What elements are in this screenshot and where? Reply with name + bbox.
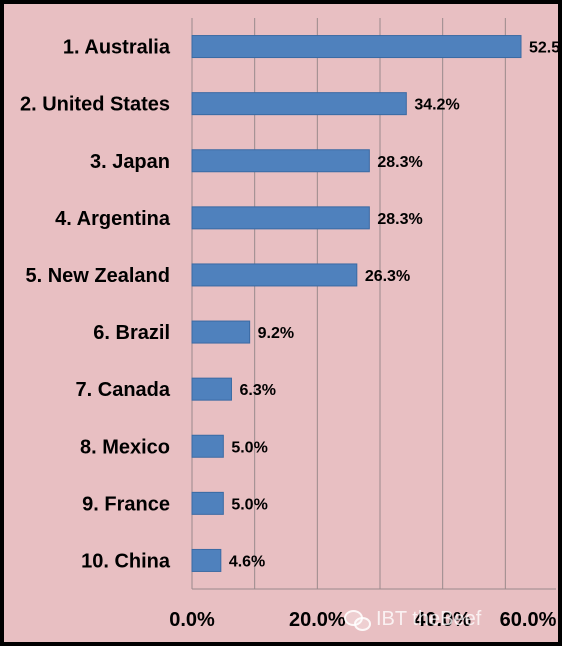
category-labels: 1. Australia 2. United States 3. Japan 4. A… (20, 37, 171, 573)
data-label: 6.3% (239, 382, 275, 399)
data-label: 5.0% (231, 439, 267, 456)
watermark-text: IBT theBeef (376, 607, 482, 630)
category-label: 7. Canada (76, 379, 171, 401)
data-label: 28.3% (377, 211, 422, 228)
watermark: IBT theBeef (344, 604, 554, 634)
data-label: 52.5% (529, 40, 562, 57)
data-labels: 52.5% 34.2% 28.3% 28.3% 26.3% 9.2% 6.3% 5.0% 5.0… (229, 40, 562, 571)
category-label: 4. Argentina (55, 208, 171, 230)
category-label: 2. United States (20, 94, 170, 116)
bar (191, 548, 222, 572)
x-tick-label: 20.0% (289, 609, 346, 631)
category-label: 1. Australia (63, 37, 171, 59)
bar (191, 377, 232, 401)
bar (191, 434, 224, 458)
category-label: 3. Japan (90, 151, 170, 173)
bar (191, 149, 370, 173)
bars (191, 35, 522, 572)
x-tick-label: 40.0% (414, 609, 471, 631)
bar (191, 263, 358, 287)
data-label: 9.2% (258, 325, 294, 342)
bar (191, 320, 251, 344)
x-tick-label: 60.0% (500, 609, 557, 631)
data-label: 28.3% (377, 154, 422, 171)
category-label: 10. China (81, 550, 171, 572)
category-label: 9. France (82, 493, 170, 515)
bar (191, 35, 522, 59)
category-label: 6. Brazil (93, 322, 170, 344)
category-label: 5. New Zealand (26, 265, 171, 287)
data-label: 26.3% (365, 268, 410, 285)
data-label: 34.2% (414, 97, 459, 114)
bar (191, 206, 370, 230)
chat-bubble-icon (344, 608, 371, 631)
data-label: 4.6% (229, 553, 265, 570)
x-tick-label: 0.0% (169, 609, 215, 631)
bar (191, 92, 407, 116)
category-label: 8. Mexico (80, 436, 170, 458)
x-axis-tick-labels: 0.0% 20.0% 40.0% 60.0% (169, 609, 556, 631)
bar (191, 491, 224, 515)
data-label: 5.0% (231, 496, 267, 513)
